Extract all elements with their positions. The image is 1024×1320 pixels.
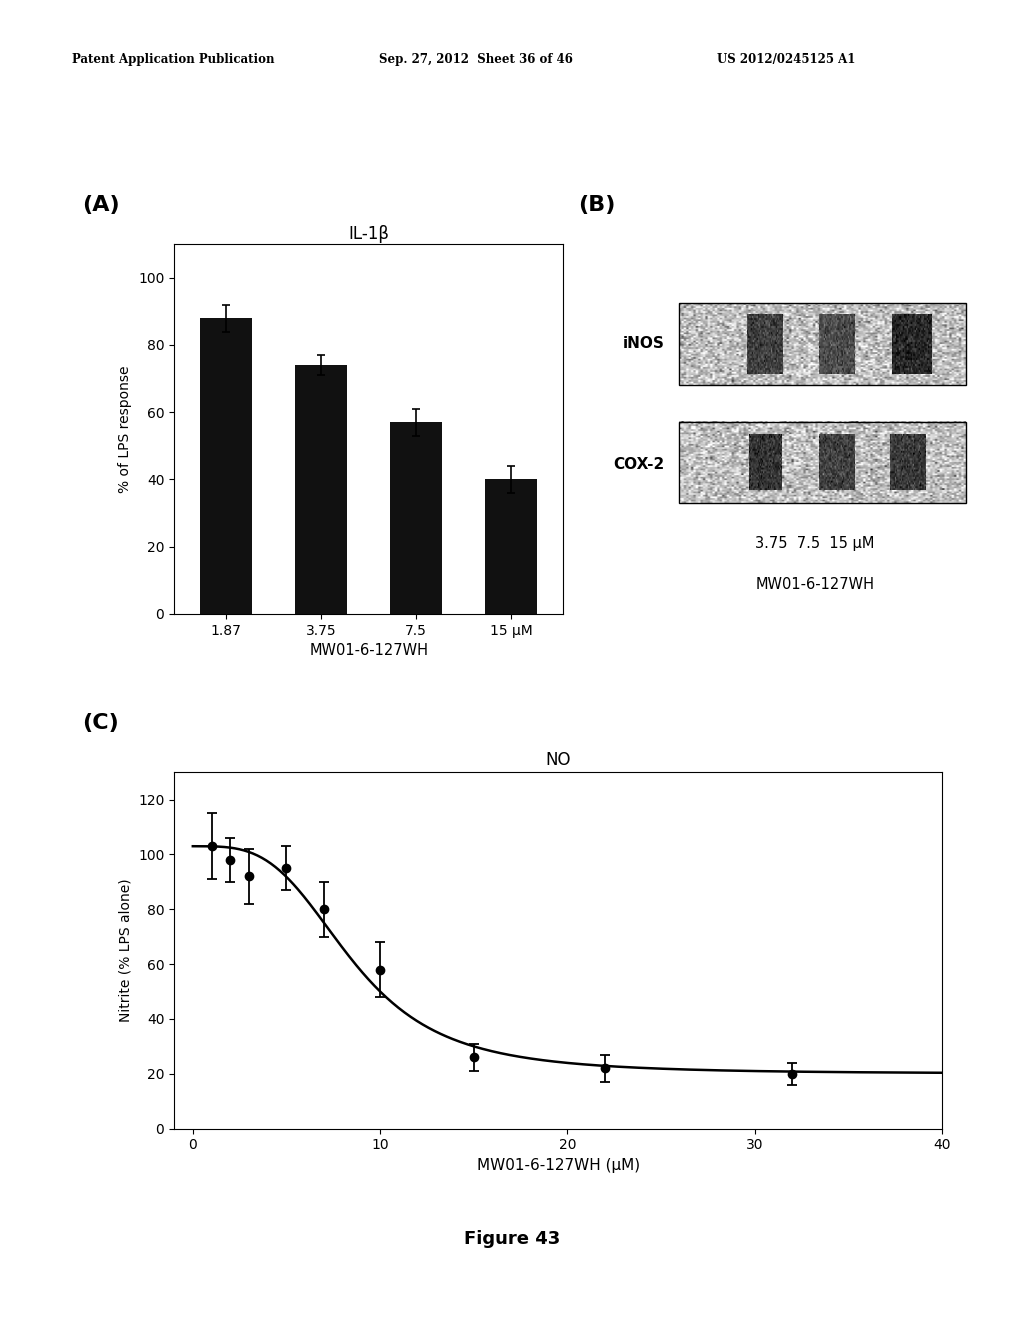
Bar	[200, 318, 252, 614]
Bar	[679, 421, 966, 503]
Bar	[390, 422, 442, 614]
Text: Patent Application Publication: Patent Application Publication	[72, 53, 274, 66]
X-axis label: MW01-6-127WH: MW01-6-127WH	[309, 643, 428, 659]
Title: IL-1β: IL-1β	[348, 224, 389, 243]
Text: 3.75  7.5  15 μM: 3.75 7.5 15 μM	[756, 536, 874, 552]
Title: NO: NO	[546, 751, 570, 770]
Text: COX-2: COX-2	[613, 457, 665, 471]
Text: iNOS: iNOS	[623, 337, 665, 351]
Text: US 2012/0245125 A1: US 2012/0245125 A1	[717, 53, 855, 66]
Bar	[485, 479, 538, 614]
Text: Figure 43: Figure 43	[464, 1230, 560, 1249]
Y-axis label: Nitrite (% LPS alone): Nitrite (% LPS alone)	[119, 879, 132, 1022]
Y-axis label: % of LPS response: % of LPS response	[119, 366, 132, 492]
Text: (B): (B)	[579, 195, 615, 215]
Bar	[679, 304, 966, 384]
Bar	[295, 366, 347, 614]
Text: (C): (C)	[82, 713, 119, 733]
X-axis label: MW01-6-127WH (μM): MW01-6-127WH (μM)	[476, 1158, 640, 1173]
Text: MW01-6-127WH: MW01-6-127WH	[756, 577, 874, 591]
Text: (A): (A)	[82, 195, 120, 215]
Text: Sep. 27, 2012  Sheet 36 of 46: Sep. 27, 2012 Sheet 36 of 46	[379, 53, 572, 66]
